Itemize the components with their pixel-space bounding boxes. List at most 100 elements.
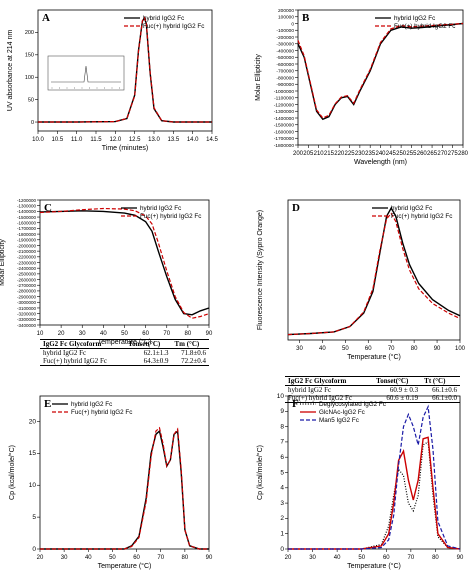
y-tick-label: -1500000 <box>17 215 37 220</box>
table-cell: Fuc(+) hybrid IgG2 Fc <box>288 394 353 402</box>
series-line <box>297 22 464 119</box>
y-tick-label: 5 <box>32 514 36 521</box>
x-tick-label: 50 <box>358 555 365 561</box>
panel-c: 10 20 30 40 50 60 70 80 90 -1200000-1300000-14000… <box>0 198 213 346</box>
plot-frame <box>39 395 210 550</box>
x-tick-label: 40 <box>334 555 341 561</box>
y-tick-label: -1600000 <box>274 129 295 135</box>
x-tick-label: 30 <box>296 346 303 352</box>
x-tick-label: 14.0 <box>187 137 199 143</box>
x-tick-label: 50 <box>342 346 349 352</box>
table-row: hybrid IgG2 Fc 62.1±1.3 71.8±0.6 <box>40 349 209 357</box>
x-tick-label: 80 <box>411 346 418 352</box>
x-tick-label: 13.0 <box>148 137 160 143</box>
y-axis-label: Molar Ellipticity <box>0 239 6 286</box>
y-tick-label: -1400000 <box>17 209 37 214</box>
plot-frame <box>287 199 461 341</box>
x-tick-label: 220 <box>334 151 345 157</box>
series-line <box>39 210 210 316</box>
legend-entry: hybrid IgG2 Fc <box>394 15 435 22</box>
x-tick-label: 90 <box>434 346 441 352</box>
y-axis-label: Cp (kcal/mole/°C) <box>256 445 264 500</box>
x-tick-label: 10.0 <box>32 137 44 143</box>
y-tick-label: 2 <box>280 515 284 522</box>
y-tick-label: -3000000 <box>17 300 37 305</box>
table-d-header-tt: Tt (°C) <box>424 377 446 385</box>
y-tick-label: 0 <box>32 546 36 553</box>
x-tick-label: 12.0 <box>109 137 121 143</box>
y-tick-label: -1900000 <box>17 238 37 243</box>
y-tick-label: 10 <box>277 393 285 400</box>
x-tick-label: 40 <box>100 331 107 337</box>
x-tick-label: 230 <box>355 151 366 157</box>
legend-entry: GlcNAc-IgG2 Fc <box>319 409 365 416</box>
y-tick-label: -600000 <box>276 62 294 68</box>
x-tick-label: 70 <box>388 346 395 352</box>
y-tick-label: 9 <box>280 408 284 415</box>
x-axis-label: Temperature (°C) <box>98 562 152 570</box>
y-tick-label: 8 <box>280 423 284 430</box>
y-tick-label: -2100000 <box>17 249 37 254</box>
panel-b: 200 205 210 215 220 225 230 235 240 245 250 255 260 2… <box>255 8 469 166</box>
y-tick-label: 20 <box>29 418 37 425</box>
x-tick-label: 60 <box>365 346 372 352</box>
series-line <box>287 206 461 336</box>
y-tick-label: 0 <box>280 546 284 553</box>
y-tick-label: -1500000 <box>274 123 295 129</box>
table-d-header-glycoform: IgG2 Fc Glycoform <box>288 377 347 385</box>
table-cell: hybrid IgG2 Fc <box>43 349 87 357</box>
x-tick-label: 20 <box>37 555 44 561</box>
x-tick-label: 200 <box>293 151 304 157</box>
series-line <box>288 436 461 550</box>
panel-letter: A <box>42 12 50 24</box>
series-line <box>287 212 461 336</box>
x-tick-label: 80 <box>185 331 192 337</box>
table-c: IgG2 Fc Glycoform Tonset(°C) Tm (°C) hyb… <box>40 339 209 366</box>
x-tick-label: 205 <box>303 151 314 157</box>
table-cell: hybrid IgG2 Fc <box>288 386 332 394</box>
x-tick-label: 10 <box>37 331 44 337</box>
x-tick-label: 30 <box>309 555 316 561</box>
y-tick-label: -1100000 <box>274 96 294 102</box>
x-axis-label: Temperature (°C) <box>98 338 152 346</box>
table-cell: 72.2±0.4 <box>181 357 206 365</box>
y-tick-label: 200000 <box>278 8 294 14</box>
legend-entry: hybrid IgG2 Fc <box>71 401 112 408</box>
y-tick-label: 3 <box>280 500 284 507</box>
x-tick-label: 100 <box>455 346 466 352</box>
x-tick-label: 13.5 <box>167 137 179 143</box>
inset-trace <box>51 65 121 83</box>
y-tick-label: -2500000 <box>17 272 37 277</box>
y-tick-label: -700000 <box>276 69 294 75</box>
panel-d: 30 40 50 60 70 80 90 100 Temperature (°C) Fluores… <box>257 199 466 361</box>
x-tick-label: 70 <box>163 331 170 337</box>
y-tick-label: 10 <box>29 482 37 489</box>
y-tick-label: -1800000 <box>17 232 37 237</box>
table-row: Fuc(+) hybrid IgG2 Fc 64.3±0.9 72.2±0.4 <box>40 357 209 366</box>
y-tick-label: 50 <box>28 97 34 103</box>
table-row: Fuc(+) hybrid IgG2 Fc 60.6 ± 0.19 66.1±0… <box>285 394 460 403</box>
panel-a: 10.0 10.5 11.0 11.5 12.0 12.5 13.0 13.5 14.0 14.5… <box>7 9 218 152</box>
x-tick-label: 70 <box>157 555 164 561</box>
y-axis-label: UV absorbance at 214 nm <box>7 30 14 111</box>
series-line <box>288 440 461 550</box>
y-tick-label: -1700000 <box>17 226 37 231</box>
y-tick-label: -1000000 <box>274 89 295 95</box>
x-tick-label: 90 <box>206 331 213 337</box>
x-tick-label: 270 <box>437 151 448 157</box>
table-cell: Fuc(+) hybrid IgG2 Fc <box>43 357 108 365</box>
y-tick-label: -100000 <box>276 28 294 34</box>
legend-entry: Fuc(+) hybrid IgG2 Fc <box>394 23 455 30</box>
y-tick-label: -1600000 <box>17 221 37 226</box>
table-cell: 66.1±0.0 <box>432 394 457 402</box>
y-tick-label: -2800000 <box>17 289 37 294</box>
x-tick-label: 265 <box>427 151 438 157</box>
y-tick-label: -3100000 <box>17 306 37 311</box>
y-tick-label: -1400000 <box>274 116 295 122</box>
x-tick-label: 20 <box>285 555 292 561</box>
x-tick-label: 40 <box>319 346 326 352</box>
legend-entry: Fuc(+) hybrid IgG2 Fc <box>143 23 204 30</box>
y-tick-label: -1700000 <box>274 136 295 142</box>
x-tick-label: 30 <box>61 555 68 561</box>
x-tick-label: 50 <box>121 331 128 337</box>
